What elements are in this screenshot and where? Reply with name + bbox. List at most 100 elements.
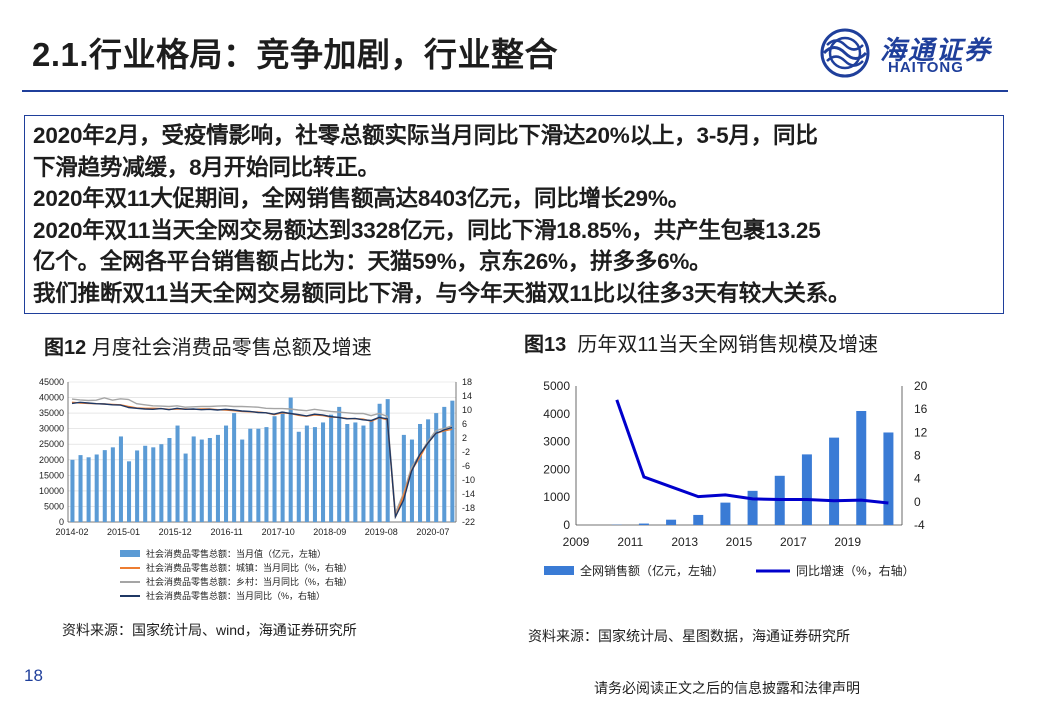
fig12-text: 月度社会消费品零售总额及增速 (91, 337, 372, 359)
bar-monthly-retail (321, 422, 326, 522)
x-axis-tick-label: 2015-01 (107, 527, 140, 537)
summary-box: 2020年2月，受疫情影响，社零总额实际当月同比下滑达20%以上，3-5月，同比… (24, 115, 1004, 314)
right-axis-tick-label: 20 (914, 379, 928, 393)
fig13-text: 历年双11当天全网销售规模及增速 (577, 334, 879, 356)
right-axis-tick-label: 16 (914, 402, 928, 416)
left-axis-tick-label: 0 (563, 518, 570, 532)
bar-monthly-retail (256, 428, 261, 522)
left-axis-tick-label: 30000 (39, 424, 64, 434)
left-axis-tick-label: 15000 (39, 470, 64, 480)
x-axis-tick-label: 2009 (563, 535, 590, 549)
bar-monthly-retail (207, 438, 212, 522)
right-axis-tick-label: 6 (462, 419, 467, 429)
bar-monthly-retail (409, 439, 414, 522)
bar-monthly-retail (377, 403, 382, 522)
right-axis-tick-label: 8 (914, 449, 921, 463)
x-axis-tick-label: 2016-11 (210, 527, 242, 537)
legend-label: 社会消费品零售总额：城镇：当月同比（%，右轴） (146, 562, 352, 573)
fig13-number: 图13 (524, 334, 567, 356)
x-axis-tick-label: 2013 (671, 535, 698, 549)
right-axis-tick-label: -6 (462, 461, 470, 471)
summary-line: 我们推断双11当天全网交易额同比下滑，与今年天猫双11比以往多3天有较大关系。 (33, 280, 851, 306)
left-axis-tick-label: 5000 (543, 379, 570, 393)
bar-sales (883, 432, 894, 525)
fig12-source: 资料来源：国家统计局、wind，海通证券研究所 (62, 622, 357, 638)
fig12-chart: 0 5000 10000 15000 20000 25000 30000 35000 40000… (39, 377, 475, 601)
right-axis-tick-label: 18 (462, 377, 472, 387)
left-axis-tick-label: 45000 (39, 377, 64, 387)
fig13-source: 资料来源：国家统计局、星图数据，海通证券研究所 (528, 628, 850, 644)
summary-line: 2020年2月，受疫情影响，社零总额实际当月同比下滑达20%以上，3-5月，同比 (33, 123, 818, 148)
legend-label: 社会消费品零售总额：当月值（亿元，左轴） (146, 548, 326, 559)
bar-monthly-retail (159, 444, 164, 522)
legend-label-growth: 同比增速（%，右轴） (796, 563, 915, 578)
right-axis-tick-label: 0 (914, 495, 921, 509)
bar-sales (720, 502, 731, 525)
left-axis-tick-label: 25000 (39, 439, 64, 449)
bar-sales (856, 410, 867, 525)
bar-monthly-retail (312, 427, 317, 522)
bar-monthly-retail (102, 450, 107, 522)
x-axis-tick-label: 2019 (834, 535, 861, 549)
haitong-logo-icon (820, 28, 870, 78)
right-axis-tick-label: 2 (462, 433, 467, 443)
bar-monthly-retail (442, 406, 447, 522)
bar-monthly-retail (304, 425, 309, 522)
bar-monthly-retail (199, 439, 204, 522)
right-axis-tick-label: -10 (462, 475, 475, 485)
left-axis-tick-label: 40000 (39, 393, 64, 403)
bar-monthly-retail (264, 427, 269, 522)
bar-monthly-retail (175, 425, 180, 522)
left-axis-tick-label: 5000 (44, 501, 64, 511)
legend-swatch-sales (544, 566, 574, 575)
bar-monthly-retail (248, 428, 253, 522)
page-title-number: 2.1. (32, 36, 90, 73)
right-axis-tick-label: 14 (462, 391, 472, 401)
bar-monthly-retail (401, 434, 406, 522)
x-axis-tick-label: 2011 (617, 535, 643, 549)
bar-monthly-retail (337, 406, 342, 522)
legend-label: 社会消费品零售总额：当月同比（%，右轴） (146, 590, 325, 601)
left-axis-tick-label: 0 (59, 517, 64, 527)
line-yoy-growth (615, 399, 889, 505)
left-axis-tick-label: 35000 (39, 408, 64, 418)
right-axis-tick-label: -14 (462, 489, 475, 499)
bar-sales (693, 514, 704, 525)
summary-line: 下滑趋势减缓，8月开始同比转正。 (33, 154, 380, 180)
bar-monthly-retail (151, 447, 156, 522)
bar-monthly-retail (224, 425, 229, 522)
haitong-logo: 海通证券 HAITONG (818, 28, 1018, 80)
bar-monthly-retail (191, 436, 196, 522)
left-axis-tick-label: 2000 (543, 462, 570, 476)
left-axis-tick-label: 10000 (39, 486, 64, 496)
bar-sales (801, 454, 812, 525)
fig13-chart: 0 1000 2000 3000 4000 5000 -4 0 4 8 12 16 20 2009 2011… (543, 379, 928, 578)
bar-monthly-retail (143, 445, 148, 522)
fig12-title: 图12 月度社会消费品零售总额及增速 (44, 331, 372, 360)
bar-monthly-retail (70, 459, 75, 522)
bar-monthly-retail (78, 455, 83, 522)
bar-monthly-retail (288, 397, 293, 522)
bar-monthly-retail (329, 414, 334, 522)
bar-monthly-retail (127, 461, 132, 522)
bar-sales (638, 523, 649, 525)
fig13-title: 图13 历年双11当天全网销售规模及增速 (524, 328, 878, 357)
header-divider (22, 90, 1008, 92)
right-axis-tick-label: -22 (462, 517, 475, 527)
bar-monthly-retail (135, 450, 140, 522)
bar-monthly-retail (94, 454, 99, 522)
right-axis-tick-label: 10 (462, 405, 472, 415)
bar-monthly-retail (167, 438, 172, 522)
right-axis-tick-label: -4 (914, 518, 925, 532)
x-axis-tick-label: 2014-02 (55, 527, 88, 537)
bar-monthly-retail (418, 424, 423, 522)
legal-disclaimer: 请务必阅读正文之后的信息披露和法律声明 (594, 680, 860, 696)
bar-monthly-retail (110, 447, 115, 522)
bar-monthly-retail (215, 434, 220, 522)
x-axis-tick-label: 2019-08 (365, 527, 398, 537)
logo-english-name: HAITONG (888, 59, 964, 76)
left-axis-tick-label: 3000 (543, 435, 570, 449)
x-axis-tick-label: 2017-10 (262, 527, 295, 537)
bar-monthly-retail (434, 413, 439, 522)
right-axis-tick-label: -18 (462, 503, 475, 513)
